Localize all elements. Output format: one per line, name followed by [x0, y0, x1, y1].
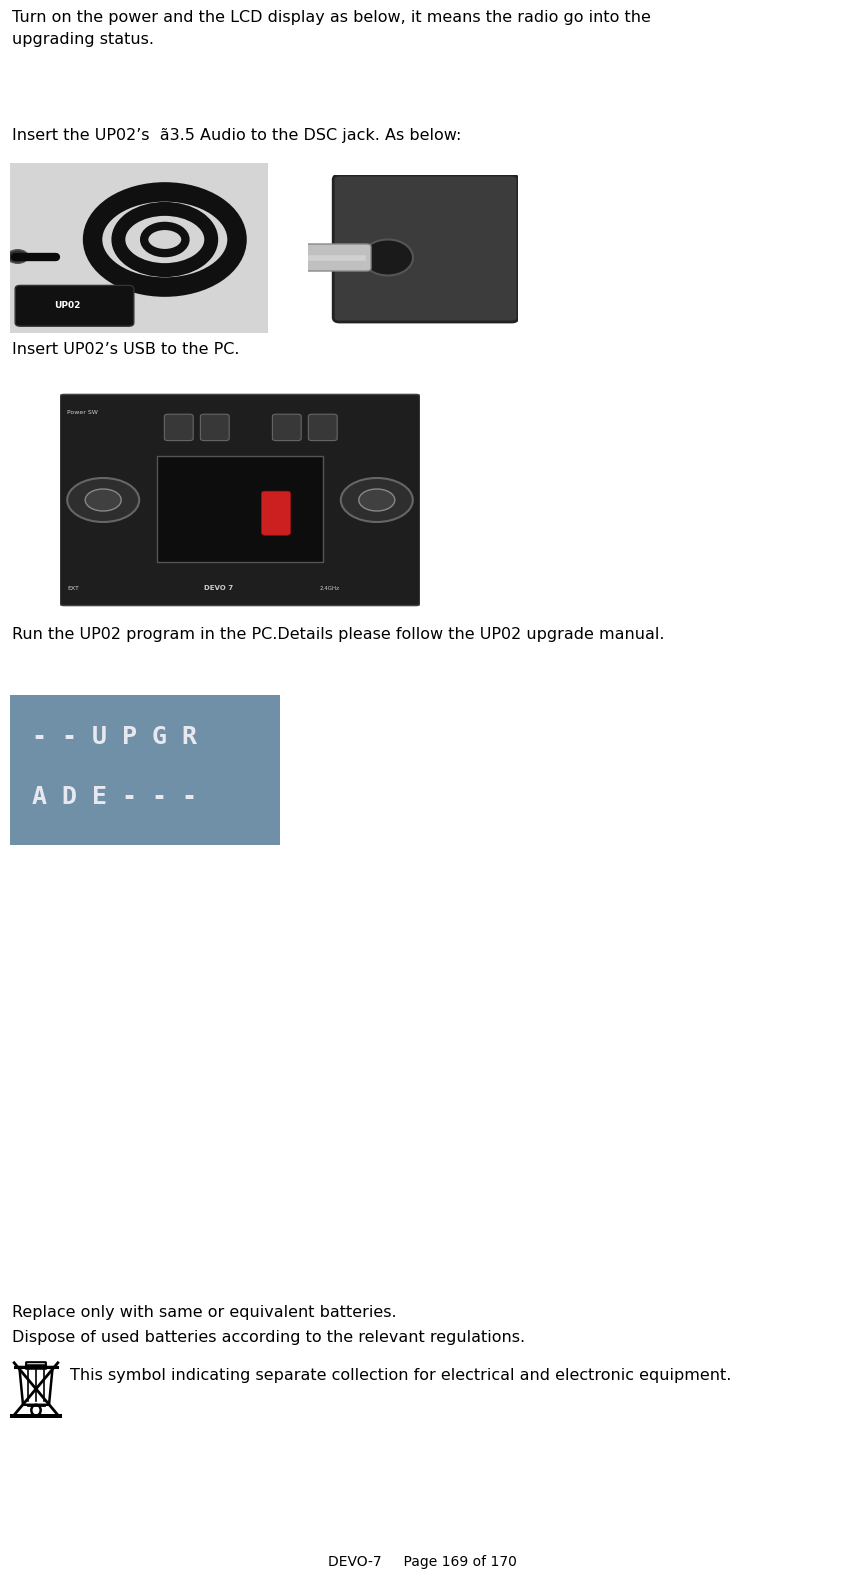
- FancyBboxPatch shape: [165, 414, 193, 441]
- FancyBboxPatch shape: [308, 414, 338, 441]
- Circle shape: [363, 239, 413, 276]
- Text: Turn on the power and the LCD display as below, it means the radio go into the: Turn on the power and the LCD display as…: [12, 10, 651, 25]
- Text: upgrading status.: upgrading status.: [12, 32, 154, 48]
- Circle shape: [68, 478, 139, 523]
- FancyBboxPatch shape: [273, 414, 301, 441]
- Circle shape: [85, 489, 122, 511]
- FancyBboxPatch shape: [60, 395, 420, 605]
- FancyBboxPatch shape: [10, 162, 268, 333]
- Text: DEVO 7: DEVO 7: [204, 585, 233, 591]
- Text: A D E - - -: A D E - - -: [31, 785, 197, 809]
- FancyBboxPatch shape: [304, 244, 371, 271]
- FancyBboxPatch shape: [200, 414, 230, 441]
- FancyBboxPatch shape: [333, 175, 518, 322]
- Text: This symbol indicating separate collection for electrical and electronic equipme: This symbol indicating separate collecti…: [70, 1368, 732, 1383]
- Text: Run the UP02 program in the PC.Details please follow the UP02 upgrade manual.: Run the UP02 program in the PC.Details p…: [12, 628, 664, 642]
- Circle shape: [341, 478, 413, 523]
- Circle shape: [359, 489, 395, 511]
- Text: Power SW: Power SW: [68, 409, 98, 414]
- Text: Insert UP02’s USB to the PC.: Insert UP02’s USB to the PC.: [12, 342, 240, 357]
- FancyBboxPatch shape: [262, 491, 290, 535]
- FancyBboxPatch shape: [15, 285, 134, 327]
- Circle shape: [8, 250, 28, 263]
- Text: DEVO-7     Page 169 of 170: DEVO-7 Page 169 of 170: [327, 1555, 517, 1569]
- Text: Insert the UP02’s  ã3.5 Audio to the DSC jack. As below:: Insert the UP02’s ã3.5 Audio to the DSC …: [12, 127, 462, 143]
- Text: 2.4GHz: 2.4GHz: [319, 586, 339, 591]
- FancyBboxPatch shape: [157, 456, 322, 562]
- Text: UP02: UP02: [54, 301, 80, 311]
- FancyBboxPatch shape: [10, 695, 280, 844]
- FancyBboxPatch shape: [10, 1415, 62, 1418]
- Text: - - U P G R: - - U P G R: [31, 725, 197, 749]
- Text: Dispose of used batteries according to the relevant regulations.: Dispose of used batteries according to t…: [12, 1330, 525, 1344]
- Text: EXT: EXT: [68, 586, 79, 591]
- Text: Replace only with same or equivalent batteries.: Replace only with same or equivalent bat…: [12, 1305, 397, 1321]
